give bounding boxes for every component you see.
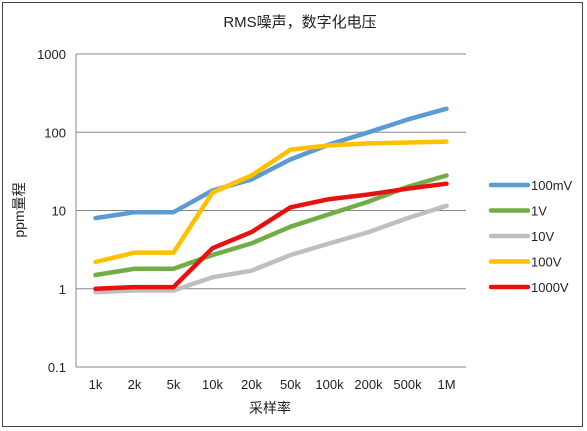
legend-label-100mV: 100mV <box>531 178 573 193</box>
y-tick-label: 1 <box>59 282 66 297</box>
series-line-10V <box>93 203 449 295</box>
y-tick-label: 10 <box>52 204 66 219</box>
x-tick-label: 100k <box>315 377 344 392</box>
x-tick-label: 10k <box>202 377 223 392</box>
series-line-1000V <box>93 181 449 292</box>
x-tick-label: 1k <box>89 377 103 392</box>
chart-title: RMS噪声，数字化电压 <box>223 13 376 31</box>
chart-frame <box>2 2 583 427</box>
series-line-100mV <box>93 106 449 221</box>
y-tick-label: 1000 <box>37 47 66 62</box>
y-tick-label: 0.1 <box>48 360 66 375</box>
series-lines <box>93 106 449 295</box>
x-tick-label: 500k <box>393 377 422 392</box>
legend-label-1000V: 1000V <box>531 280 569 295</box>
y-axis-label: ppm量程 <box>11 182 27 237</box>
x-tick-label: 1M <box>437 377 455 392</box>
x-tick-label: 50k <box>280 377 301 392</box>
legend-label-1V: 1V <box>531 204 547 219</box>
legend: 100mV 1V 10V 100V 1000V <box>488 178 573 295</box>
y-axis-ticks: 0.1 1 10 100 1000 <box>37 47 66 375</box>
series-line-100V <box>93 139 449 265</box>
x-tick-label: 200k <box>354 377 383 392</box>
y-tick-label: 100 <box>44 125 66 140</box>
legend-label-100V: 100V <box>531 255 562 270</box>
x-tick-label: 2k <box>128 377 142 392</box>
x-axis-label: 采样率 <box>249 400 291 416</box>
series-line-1V <box>93 173 449 278</box>
x-tick-label: 5k <box>167 377 181 392</box>
x-axis-ticks: 1k 2k 5k 10k 20k 50k 100k 200k 500k 1M <box>89 377 456 392</box>
legend-label-10V: 10V <box>531 229 554 244</box>
x-tick-label: 20k <box>241 377 262 392</box>
